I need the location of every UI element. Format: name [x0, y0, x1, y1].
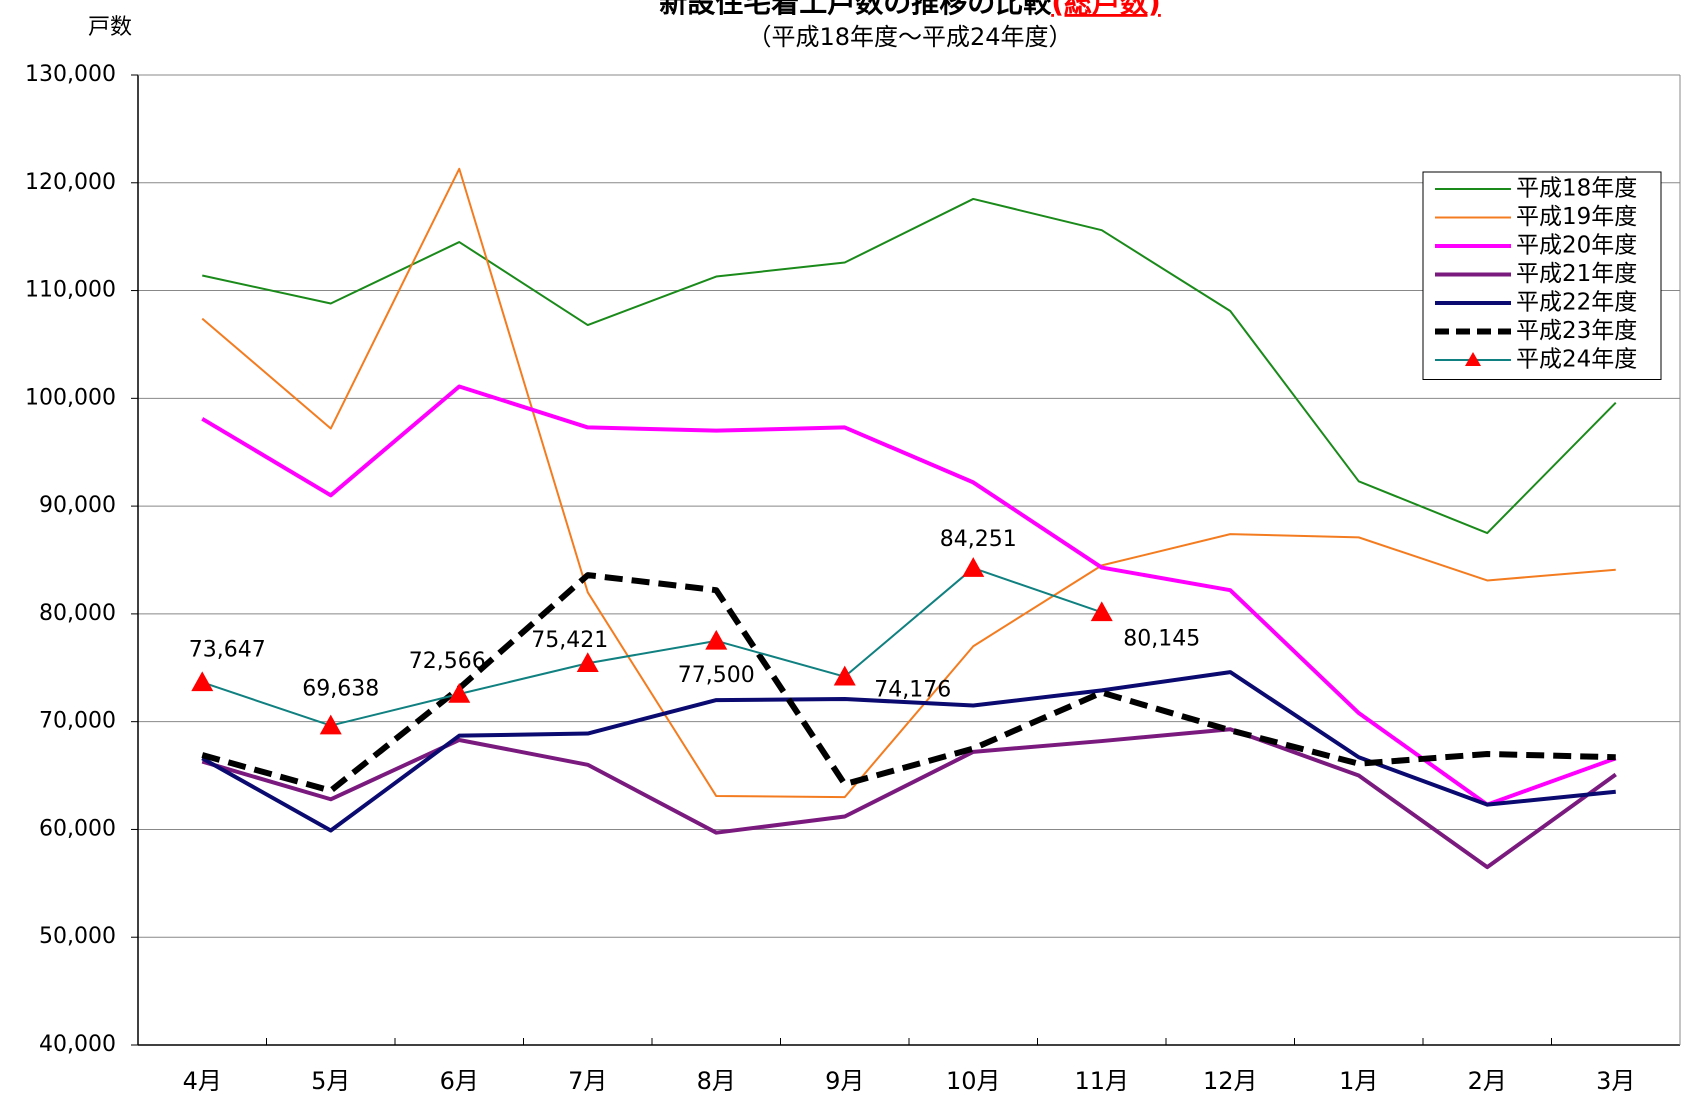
y-tick-label: 120,000 [25, 170, 116, 195]
series-line [201, 167, 1616, 799]
data-label: 80,145 [1123, 626, 1200, 651]
series-line [201, 572, 1616, 794]
x-tick-label: 7月 [568, 1067, 607, 1095]
legend-label: 平成18年度 [1516, 176, 1637, 202]
x-tick-label: 6月 [440, 1067, 479, 1095]
chart-title-emphasis: (総戸数) [1051, 0, 1161, 19]
series-line [202, 197, 1617, 535]
chart-title-main: 新設住宅着工戸数の推移の比較 [659, 0, 1052, 19]
legend-marker [1465, 352, 1481, 366]
legend-label: 平成21年度 [1516, 261, 1637, 287]
y-tick-label: 50,000 [39, 924, 116, 949]
x-tick-label: 5月 [311, 1067, 350, 1095]
chart-subtitle: （平成18年度～平成24年度） [747, 23, 1072, 51]
y-tick-label: 130,000 [25, 62, 116, 87]
chart-title: 新設住宅着工戸数の推移の比較(総戸数) [659, 0, 1161, 19]
series-line [201, 384, 1617, 807]
data-label: 73,647 [189, 637, 266, 662]
data-label: 84,251 [940, 527, 1017, 552]
legend-label: 平成22年度 [1516, 290, 1637, 316]
x-tick-label: 11月 [1074, 1067, 1129, 1095]
legend-label: 平成20年度 [1516, 233, 1637, 259]
data-marker [833, 665, 856, 686]
x-tick-label: 4月 [183, 1067, 222, 1095]
legend-label: 平成19年度 [1516, 204, 1637, 230]
legend-label: 平成23年度 [1516, 318, 1637, 344]
data-marker [705, 629, 728, 650]
y-tick-label: 110,000 [25, 278, 116, 303]
y-axis-label: 戸数 [88, 15, 132, 40]
data-label: 75,421 [531, 628, 608, 653]
data-marker [1090, 601, 1113, 622]
x-tick-label: 9月 [825, 1067, 864, 1095]
data-marker [448, 683, 471, 703]
x-tick-label: 1月 [1339, 1067, 1378, 1095]
data-marker [962, 557, 985, 577]
y-tick-label: 100,000 [25, 385, 116, 410]
data-label: 74,176 [874, 678, 951, 703]
y-tick-label: 80,000 [39, 601, 116, 626]
y-tick-label: 70,000 [39, 709, 116, 734]
series-line [201, 727, 1617, 870]
x-tick-label: 10月 [946, 1067, 1001, 1095]
legend-box [1422, 171, 1662, 380]
series-line [201, 567, 1103, 727]
x-tick-label: 8月 [697, 1067, 736, 1095]
data-label: 77,500 [678, 663, 755, 688]
y-tick-label: 90,000 [39, 493, 116, 518]
data-label: 69,638 [302, 677, 379, 702]
data-marker [576, 652, 599, 673]
x-tick-label: 3月 [1596, 1067, 1635, 1095]
x-tick-label: 2月 [1468, 1067, 1507, 1095]
x-tick-label: 12月 [1203, 1067, 1258, 1095]
y-tick-label: 60,000 [39, 816, 116, 841]
data-marker [191, 671, 214, 692]
series-line [201, 670, 1616, 833]
data-marker [319, 714, 342, 735]
y-tick-label: 40,000 [39, 1032, 116, 1057]
data-label: 72,566 [409, 649, 486, 674]
legend-label: 平成24年度 [1516, 347, 1637, 373]
